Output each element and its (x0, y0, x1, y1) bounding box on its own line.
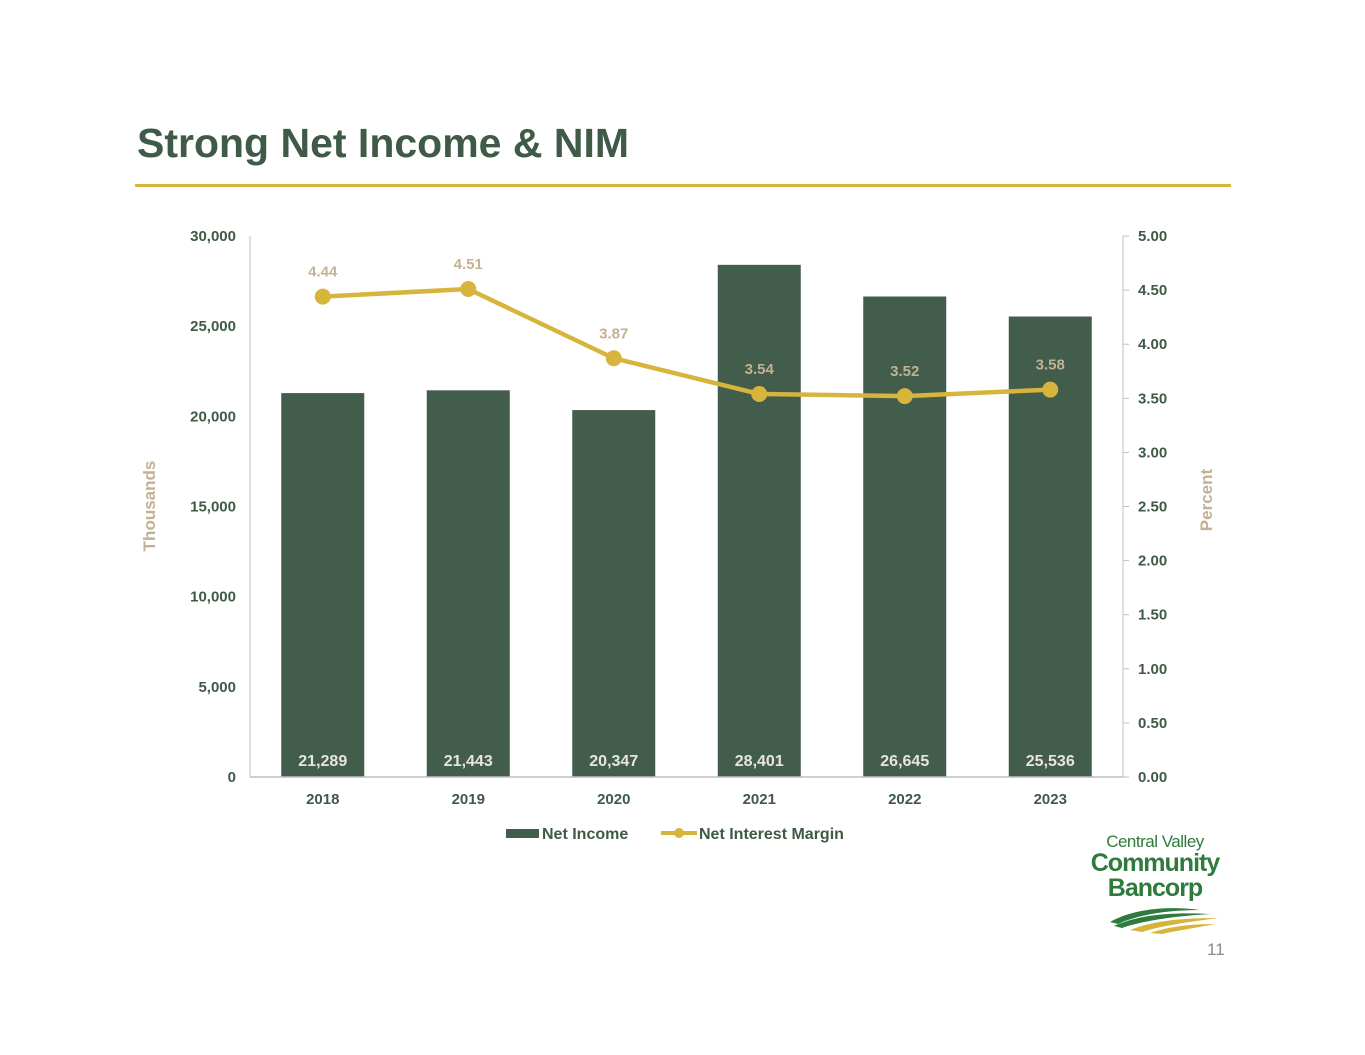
nim-data-label: 3.58 (1036, 357, 1065, 374)
legend-swatch-net-income (506, 829, 539, 838)
y2-tick-label: 3.50 (1138, 390, 1167, 407)
y-tick-label: 25,000 (190, 318, 236, 335)
x-tick-label: 2021 (743, 791, 776, 808)
nim-line (322, 286, 1051, 399)
x-tick-label: 2019 (452, 791, 485, 808)
y2-tick-label: 5.00 (1138, 228, 1167, 245)
y2-axis-ticks: 0.00 0.50 1.00 1.50 2.00 2.50 3.00 3.50 4.00 4.50… (1123, 228, 1167, 786)
company-logo: Central Valley Community Bancorp (1075, 832, 1235, 934)
y2-tick-label: 3.00 (1138, 444, 1167, 461)
nim-point (605, 350, 622, 367)
legend-label-net-income: Net Income (542, 826, 628, 843)
slide-title: Strong Net Income & NIM (137, 120, 630, 166)
logo-text-line1: Central Valley (1106, 832, 1204, 851)
y2-tick-label: 0.50 (1138, 715, 1167, 732)
y-tick-label: 0 (228, 769, 236, 786)
bar-data-label: 28,401 (735, 753, 784, 770)
logo-text-line2: Community (1090, 849, 1221, 877)
nim-data-label: 3.52 (890, 363, 919, 380)
x-axis-ticks: 2018 2019 2020 2021 2022 2023 (306, 791, 1067, 808)
y2-tick-label: 2.50 (1138, 499, 1167, 516)
x-tick-label: 2018 (306, 791, 339, 808)
nim-data-label: 4.44 (308, 264, 338, 281)
nim-point (1042, 381, 1059, 398)
x-tick-label: 2020 (597, 791, 630, 808)
nim-point (751, 385, 768, 402)
legend-label-net-interest-margin: Net Interest Margin (699, 826, 844, 843)
y-tick-label: 15,000 (190, 499, 236, 516)
line-series: 4.44 4.51 3.87 3.54 3.52 3.58 (308, 256, 1065, 405)
nim-data-label: 3.87 (599, 325, 628, 342)
x-tick-label: 2023 (1034, 791, 1067, 808)
page-number: 11 (1207, 940, 1225, 959)
legend-swatch-nim-marker (674, 828, 684, 838)
y-axis-title: Thousands (140, 461, 159, 552)
bar-net-income (281, 393, 365, 777)
y2-tick-label: 4.50 (1138, 282, 1167, 299)
bar-data-label: 21,289 (298, 753, 347, 770)
y2-tick-label: 2.00 (1138, 553, 1167, 570)
bar-data-label: 21,443 (444, 753, 493, 770)
bar-net-income (426, 390, 510, 777)
y-tick-label: 10,000 (190, 589, 236, 606)
y2-tick-label: 4.00 (1138, 336, 1167, 353)
y2-axis-title: Percent (1197, 468, 1216, 531)
x-tick-label: 2022 (888, 791, 921, 808)
bar-data-label: 26,645 (880, 753, 929, 770)
bar-net-income (863, 296, 947, 777)
y-tick-label: 5,000 (198, 679, 236, 696)
nim-point (896, 388, 913, 405)
bar-data-label: 25,536 (1026, 753, 1075, 770)
y2-tick-label: 1.50 (1138, 607, 1167, 624)
y-axis-ticks: 0 5,000 10,000 15,000 20,000 25,000 30,000 (190, 228, 236, 786)
title-rule (135, 184, 1231, 187)
bar-series: 21,289 21,443 20,347 28,401 26,645 25,536 (281, 264, 1092, 777)
bar-net-income (717, 264, 801, 777)
y-tick-label: 30,000 (190, 228, 236, 245)
nim-point (460, 281, 477, 298)
bar-net-income (572, 410, 656, 777)
logo-text-line3: Bancorp (1107, 874, 1203, 902)
y-tick-label: 20,000 (190, 408, 236, 425)
nim-point (314, 288, 331, 305)
bar-data-label: 20,347 (589, 753, 638, 770)
y2-tick-label: 1.00 (1138, 661, 1167, 678)
nim-data-label: 4.51 (454, 256, 483, 273)
y2-tick-label: 0.00 (1138, 769, 1167, 786)
logo-field-stripes-icon (1110, 908, 1218, 934)
legend: Net Income Net Interest Margin (506, 826, 844, 843)
nim-data-label: 3.54 (745, 361, 775, 378)
axes (249, 236, 1124, 778)
